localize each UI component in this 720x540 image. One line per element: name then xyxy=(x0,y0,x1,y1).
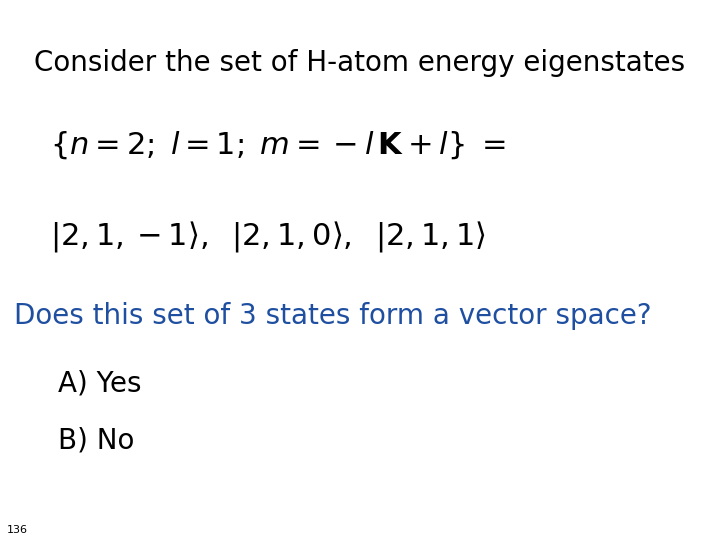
Text: Does this set of 3 states form a vector space?: Does this set of 3 states form a vector … xyxy=(14,302,652,330)
Text: B) No: B) No xyxy=(58,427,134,455)
Text: $|2, 1, -1\rangle,\;\; |2, 1, 0\rangle,\;\; |2, 1, 1\rangle$: $|2, 1, -1\rangle,\;\; |2, 1, 0\rangle,\… xyxy=(50,219,487,254)
Text: 136: 136 xyxy=(7,524,28,535)
Text: Consider the set of H-atom energy eigenstates: Consider the set of H-atom energy eigens… xyxy=(35,49,685,77)
Text: $\{n = 2;\; l = 1;\; m = -l\,\mathbf{K}+l\}\;=$: $\{n = 2;\; l = 1;\; m = -l\,\mathbf{K}+… xyxy=(50,130,505,161)
Text: A) Yes: A) Yes xyxy=(58,370,141,398)
